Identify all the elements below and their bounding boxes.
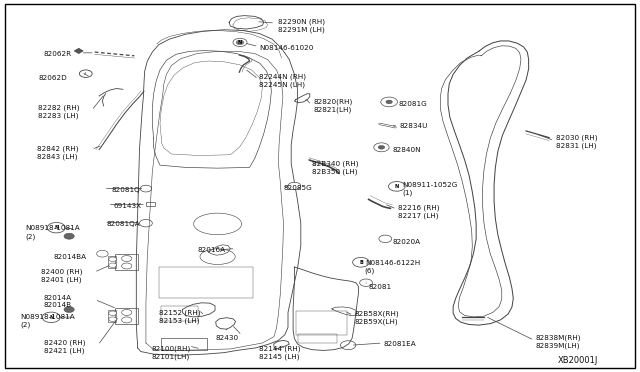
Circle shape <box>64 233 74 239</box>
Circle shape <box>97 250 108 257</box>
Circle shape <box>109 263 116 267</box>
Circle shape <box>109 317 116 321</box>
Text: 82838M(RH)
82839M(LH): 82838M(RH) 82839M(LH) <box>535 335 580 349</box>
Circle shape <box>47 222 65 233</box>
Text: 82081Q: 82081Q <box>112 187 141 193</box>
Circle shape <box>374 143 389 152</box>
Bar <box>115 308 138 324</box>
Text: 82216 (RH)
82217 (LH): 82216 (RH) 82217 (LH) <box>398 204 440 218</box>
Circle shape <box>233 38 247 46</box>
Circle shape <box>379 235 392 243</box>
Text: 82081EA: 82081EA <box>384 341 417 347</box>
Text: 82016A: 82016A <box>197 247 225 253</box>
Circle shape <box>64 307 74 312</box>
Circle shape <box>381 97 397 107</box>
Circle shape <box>42 312 60 323</box>
Text: 82B340 (RH)
82B350 (LH): 82B340 (RH) 82B350 (LH) <box>312 161 359 175</box>
Text: 82144 (RH)
82145 (LH): 82144 (RH) 82145 (LH) <box>259 346 301 360</box>
Circle shape <box>109 257 116 262</box>
Text: 82400 (RH)
82401 (LH): 82400 (RH) 82401 (LH) <box>41 268 83 282</box>
Text: N: N <box>49 315 53 320</box>
Bar <box>161 338 207 350</box>
Text: 82420 (RH)
82421 (LH): 82420 (RH) 82421 (LH) <box>44 340 85 354</box>
Bar <box>298 334 337 343</box>
Circle shape <box>378 145 385 149</box>
Text: 82020A: 82020A <box>393 239 421 245</box>
Text: 82030 (RH)
82831 (LH): 82030 (RH) 82831 (LH) <box>556 135 597 149</box>
Bar <box>74 48 83 54</box>
Text: XB20001J: XB20001J <box>558 356 598 365</box>
Bar <box>159 267 253 298</box>
Text: 82820(RH)
82821(LH): 82820(RH) 82821(LH) <box>314 99 353 113</box>
Circle shape <box>122 263 132 269</box>
Circle shape <box>288 182 301 190</box>
Text: 82430: 82430 <box>215 335 238 341</box>
Text: 82840N: 82840N <box>393 147 422 153</box>
Bar <box>296 311 347 335</box>
Bar <box>146 202 155 206</box>
Text: N08918-1081A
(2): N08918-1081A (2) <box>20 314 76 328</box>
Text: 82282 (RH)
82283 (LH): 82282 (RH) 82283 (LH) <box>38 105 80 119</box>
Circle shape <box>386 100 392 104</box>
Circle shape <box>353 257 369 267</box>
Text: N: N <box>54 225 58 230</box>
Bar <box>115 254 138 270</box>
Text: 82085G: 82085G <box>284 185 312 191</box>
Text: N08146-61020: N08146-61020 <box>259 45 314 51</box>
Circle shape <box>388 182 405 191</box>
Text: N08911-1052G
(1): N08911-1052G (1) <box>402 182 458 196</box>
Text: 69143X: 69143X <box>114 203 142 209</box>
Text: 82062R: 82062R <box>44 51 72 57</box>
Text: 82014BA: 82014BA <box>54 254 87 260</box>
Bar <box>161 306 198 321</box>
Text: 82081G: 82081G <box>398 101 427 107</box>
Text: 82152 (RH)
82153 (LH): 82152 (RH) 82153 (LH) <box>159 310 200 324</box>
Text: 82062D: 82062D <box>38 75 67 81</box>
Text: 82842 (RH)
82843 (LH): 82842 (RH) 82843 (LH) <box>37 145 79 160</box>
Circle shape <box>236 40 244 45</box>
Text: 82081QA: 82081QA <box>106 221 140 227</box>
Text: N: N <box>395 184 399 189</box>
Text: 82081: 82081 <box>369 284 392 290</box>
Circle shape <box>122 256 132 262</box>
Text: 82834U: 82834U <box>399 124 428 129</box>
Circle shape <box>122 310 132 315</box>
Bar <box>108 256 116 268</box>
Bar <box>108 310 116 322</box>
Text: 82B58X(RH)
82B59X(LH): 82B58X(RH) 82B59X(LH) <box>355 311 399 325</box>
Text: N08918-1081A
(2): N08918-1081A (2) <box>26 225 81 240</box>
Text: N: N <box>238 40 242 45</box>
Text: 82290N (RH)
82291M (LH): 82290N (RH) 82291M (LH) <box>278 19 325 33</box>
Text: N08146-6122H
(6): N08146-6122H (6) <box>365 260 420 274</box>
Circle shape <box>109 311 116 315</box>
Text: 82014A
82014B: 82014A 82014B <box>44 295 72 308</box>
Text: B: B <box>359 260 363 265</box>
Circle shape <box>122 317 132 323</box>
Text: 82100(RH)
82101(LH): 82100(RH) 82101(LH) <box>151 346 190 360</box>
Text: 82244N (RH)
82245N (LH): 82244N (RH) 82245N (LH) <box>259 73 306 87</box>
